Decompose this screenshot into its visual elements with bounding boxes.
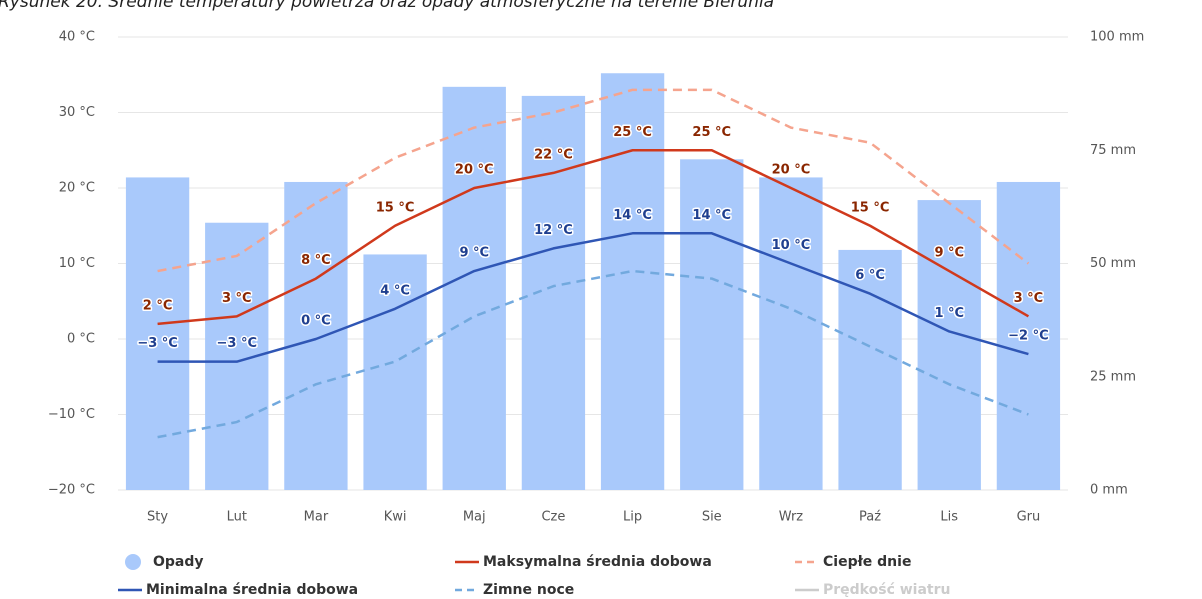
legend-label[interactable]: Opady bbox=[153, 554, 204, 570]
data-label: 2 °C bbox=[143, 298, 173, 313]
data-label: 10 °C bbox=[772, 238, 811, 253]
x-tick-label: Maj bbox=[463, 510, 486, 525]
data-label: 20 °C bbox=[772, 163, 811, 178]
line-series bbox=[157, 269, 1029, 439]
y-tick-label: −20 °C bbox=[48, 483, 95, 498]
bar bbox=[680, 159, 744, 490]
x-tick-label: Kwi bbox=[384, 510, 407, 525]
legend-label[interactable]: Ciepłe dnie bbox=[823, 554, 911, 570]
y-tick-label: 20 °C bbox=[59, 181, 95, 196]
data-label: 3 °C bbox=[1014, 291, 1044, 306]
x-tick-label: Lis bbox=[940, 510, 958, 525]
x-tick-label: Cze bbox=[541, 510, 565, 525]
chart-title: Rysunek 20. Średnie temperatury powietrz… bbox=[0, 0, 774, 12]
data-label: 22 °C bbox=[534, 147, 573, 162]
x-tick-label: Gru bbox=[1017, 510, 1041, 525]
data-label: 14 °C bbox=[613, 208, 652, 223]
bar bbox=[363, 254, 427, 490]
bar bbox=[996, 181, 1061, 490]
bar bbox=[521, 95, 586, 490]
x-tick-label: Wrz bbox=[779, 510, 804, 525]
data-label: 6 °C bbox=[855, 268, 885, 283]
data-label: 20 °C bbox=[455, 163, 494, 178]
data-label: 0 °C bbox=[301, 314, 331, 329]
x-tick-label: Mar bbox=[304, 510, 329, 525]
legend-label[interactable]: Prędkość wiatru bbox=[823, 582, 950, 598]
y-tick-label: −10 °C bbox=[48, 407, 95, 422]
data-label: −3 °C bbox=[137, 336, 178, 351]
line-series bbox=[157, 149, 1030, 326]
legend-swatch bbox=[125, 554, 141, 570]
legend-label[interactable]: Maksymalna średnia dobowa bbox=[483, 554, 712, 570]
bar bbox=[600, 73, 665, 491]
data-label: 15 °C bbox=[376, 200, 415, 215]
data-label: 15 °C bbox=[851, 200, 890, 215]
y-tick-label: 0 °C bbox=[67, 332, 95, 347]
x-tick-label: Sie bbox=[702, 510, 722, 525]
x-tick-label: Lut bbox=[227, 510, 247, 525]
bar bbox=[917, 200, 981, 490]
line-series bbox=[157, 232, 1029, 363]
data-label: −3 °C bbox=[216, 336, 257, 351]
data-label: 9 °C bbox=[934, 246, 964, 261]
legend-label[interactable]: Zimne noce bbox=[483, 582, 574, 598]
data-label: 8 °C bbox=[301, 253, 331, 268]
y2-tick-label: 100 mm bbox=[1090, 30, 1144, 45]
bar bbox=[838, 249, 902, 490]
x-tick-label: Paź bbox=[859, 510, 881, 525]
y-tick-label: 30 °C bbox=[59, 105, 95, 120]
data-label: 9 °C bbox=[459, 246, 489, 261]
data-label: −2 °C bbox=[1008, 329, 1049, 344]
bar bbox=[442, 86, 506, 490]
bar bbox=[125, 177, 190, 490]
y-tick-label: 10 °C bbox=[59, 256, 95, 271]
data-label: 25 °C bbox=[692, 125, 731, 140]
data-label: 14 °C bbox=[692, 208, 731, 223]
data-label: 25 °C bbox=[613, 125, 652, 140]
y-tick-label: 40 °C bbox=[59, 30, 95, 45]
x-tick-label: Lip bbox=[623, 510, 642, 525]
bar bbox=[284, 181, 348, 490]
data-label: 1 °C bbox=[934, 306, 964, 321]
data-label: 3 °C bbox=[222, 291, 252, 306]
legend-label[interactable]: Minimalna średnia dobowa bbox=[146, 582, 358, 598]
x-tick-label: Sty bbox=[147, 510, 168, 525]
y2-tick-label: 75 mm bbox=[1090, 143, 1136, 158]
line-series bbox=[157, 88, 1030, 273]
data-label: 4 °C bbox=[380, 283, 410, 298]
y2-tick-label: 25 mm bbox=[1090, 369, 1136, 384]
data-label: 12 °C bbox=[534, 223, 573, 238]
y2-tick-label: 0 mm bbox=[1090, 483, 1128, 498]
y2-tick-label: 50 mm bbox=[1090, 256, 1136, 271]
bar bbox=[759, 177, 823, 490]
